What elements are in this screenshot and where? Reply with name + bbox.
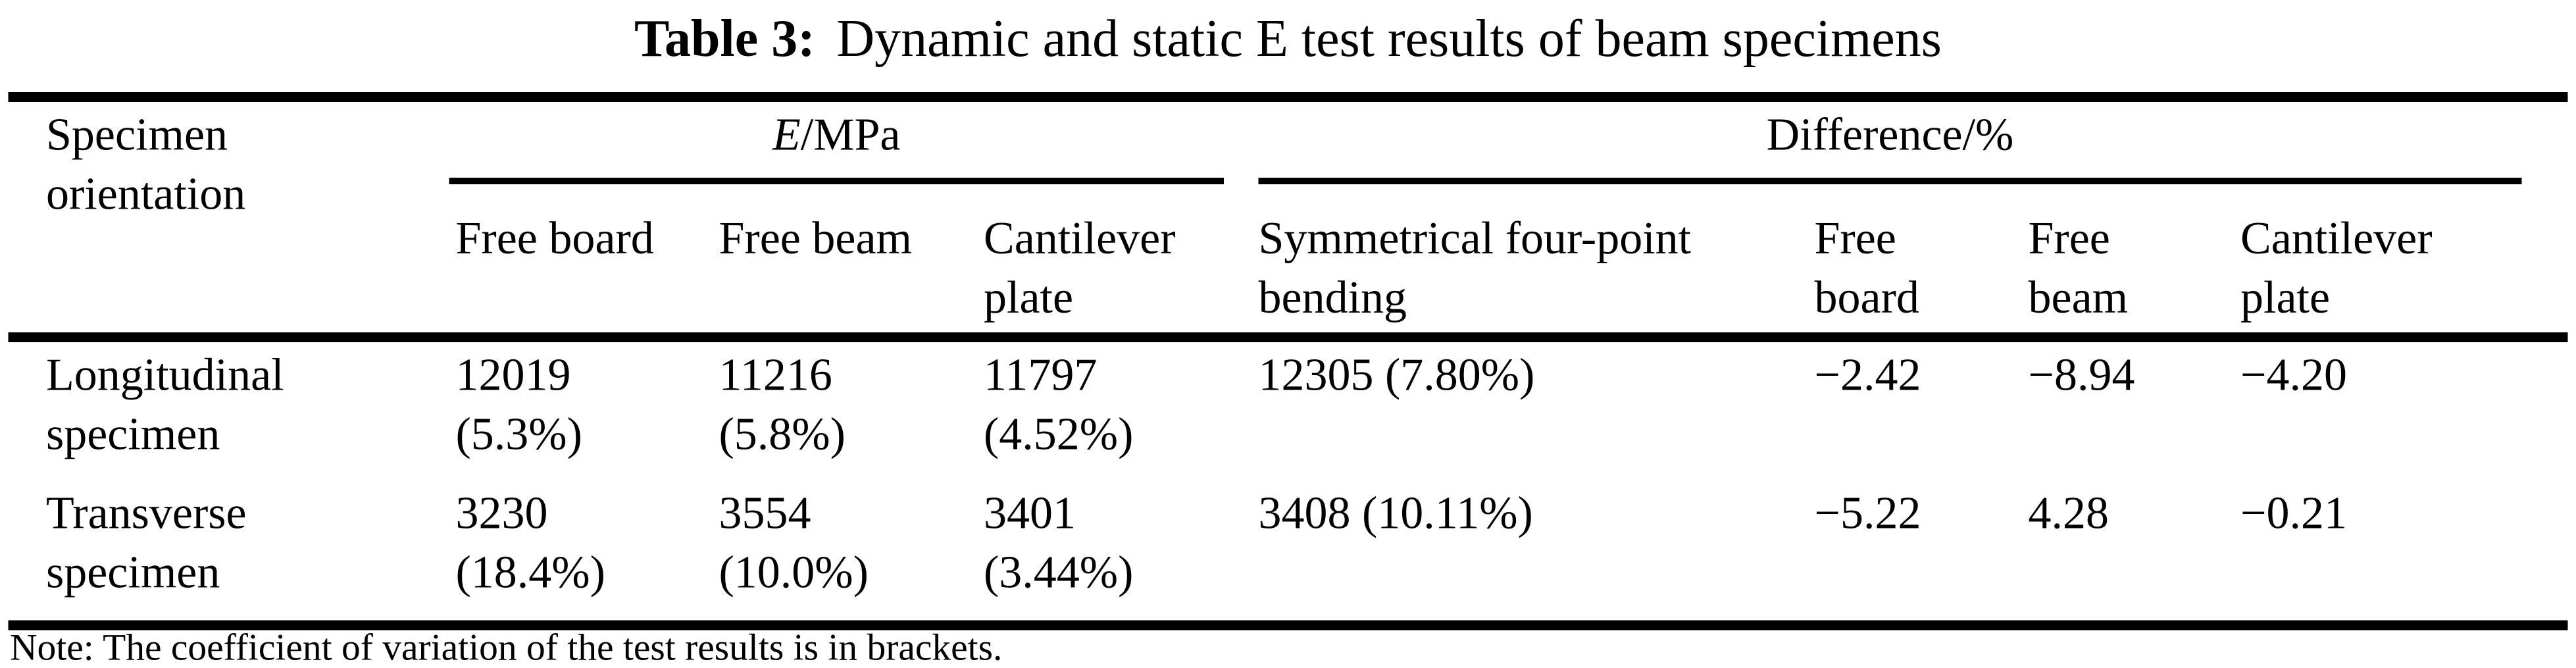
cell-longitudinal-free-board: 12019 (5.3%)	[456, 347, 582, 466]
header-col-e-free-board: Free board	[456, 211, 654, 329]
header-group-difference: Difference/%	[1766, 110, 2014, 162]
table-number-label: Table 3:	[634, 8, 815, 68]
cell-longitudinal-cantilever-plate: 11797 (4.52%)	[984, 347, 1133, 466]
header-col-e-cantilever-plate: Cantilever plate	[984, 211, 1176, 329]
header-line: Free	[1814, 214, 1896, 265]
row-label-line: Longitudinal	[46, 350, 284, 402]
cell-transverse-static-bending: 3408 (10.11%)	[1258, 488, 1533, 540]
header-line: board	[1814, 273, 1919, 324]
header-line: Free	[2028, 214, 2110, 265]
header-col-diff-free-board: Free board	[1815, 211, 1919, 329]
table-rule-group-difference	[1258, 178, 2522, 184]
row-label-transverse-specimen: Transverse specimen	[46, 486, 247, 604]
row-label-line: Transverse	[46, 488, 247, 540]
table-rule-top	[8, 92, 2568, 102]
cell-transverse-cantilever-plate: 3401 (3.44%)	[984, 486, 1133, 604]
table-title: Table 3: Dynamic and static E test result…	[0, 3, 2576, 72]
header-line: plate	[984, 273, 1074, 324]
cell-transverse-diff-cantilever-plate: −0.21	[2240, 488, 2347, 540]
cell-value: 11216	[719, 350, 832, 402]
cell-transverse-free-board: 3230 (18.4%)	[456, 486, 605, 604]
cell-transverse-diff-free-beam: 4.28	[2028, 488, 2109, 540]
cell-value: 3230	[455, 488, 548, 540]
header-line: Cantilever	[984, 214, 1176, 265]
header-specimen-line1: Specimen	[46, 110, 228, 162]
header-col-e-free-beam: Free beam	[719, 211, 912, 329]
header-line	[456, 270, 654, 329]
cell-longitudinal-static-bending: 12305 (7.80%)	[1258, 350, 1535, 402]
cell-cv: (10.0%)	[719, 548, 869, 600]
row-label-longitudinal-specimen: Longitudinal specimen	[46, 347, 284, 466]
header-line: Symmetrical four-point	[1258, 214, 1692, 265]
header-group-e-mpa: E/MPa	[449, 107, 1225, 167]
cell-longitudinal-diff-free-board: −2.42	[1814, 350, 1921, 402]
header-line: bending	[1258, 273, 1407, 324]
header-specimen-orientation: Specimen orientation	[46, 107, 245, 226]
header-line: Free board	[455, 214, 654, 265]
table-footnote: Note: The coefficient of variation of th…	[10, 627, 1003, 668]
cell-cv: (3.44%)	[984, 548, 1134, 600]
cell-transverse-free-beam: 3554 (10.0%)	[719, 486, 869, 604]
cell-value: 3554	[719, 488, 811, 540]
header-col-symmetrical-four-point-bending: Symmetrical four-point bending	[1259, 211, 1692, 329]
row-label-line: specimen	[46, 409, 220, 461]
cell-cv: (5.3%)	[455, 409, 582, 461]
header-col-diff-free-beam: Free beam	[2029, 211, 2129, 329]
cell-longitudinal-diff-cantilever-plate: −4.20	[2240, 350, 2347, 402]
header-line: Free beam	[719, 214, 912, 265]
cell-transverse-diff-free-board: −5.22	[1814, 488, 1921, 540]
cell-value: 12019	[455, 350, 571, 402]
header-line: plate	[2240, 273, 2331, 324]
cell-longitudinal-diff-free-beam: −8.94	[2028, 350, 2135, 402]
table-title-text: Dynamic and static E test results of bea…	[836, 8, 1942, 68]
table-rule-group-e	[449, 178, 1224, 184]
header-line: beam	[2028, 273, 2129, 324]
row-label-line: specimen	[46, 548, 220, 600]
cell-value: 3401	[984, 488, 1076, 540]
table-rule-bottom	[8, 620, 2568, 630]
cell-longitudinal-free-beam: 11216 (5.8%)	[719, 347, 846, 466]
header-line	[719, 270, 912, 329]
e-unit: /MPa	[800, 110, 901, 162]
header-specimen-line2: orientation	[46, 169, 246, 221]
cell-value: 11797	[984, 350, 1098, 402]
table-rule-mid	[8, 332, 2568, 342]
cell-cv: (4.52%)	[984, 409, 1134, 461]
header-col-diff-cantilever-plate: Cantilever plate	[2240, 211, 2433, 329]
cell-cv: (5.8%)	[719, 409, 846, 461]
header-line: Cantilever	[2240, 214, 2433, 265]
cell-cv: (18.4%)	[455, 548, 605, 600]
e-symbol: E	[772, 110, 801, 162]
